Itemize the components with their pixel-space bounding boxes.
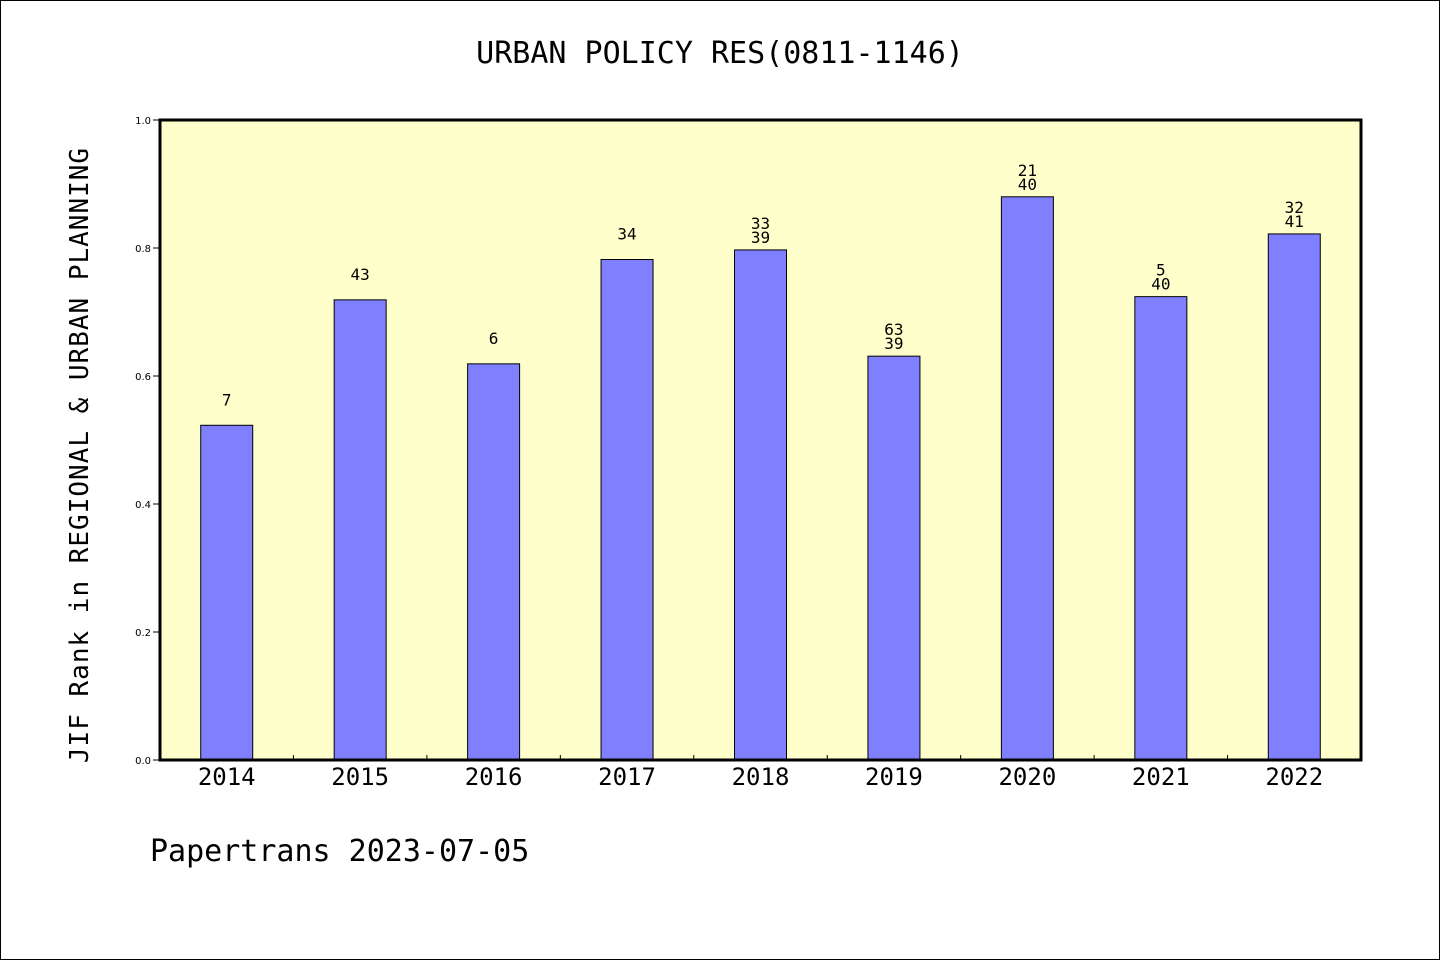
- data-label-2022-2: 41: [1285, 212, 1304, 231]
- x-tick-label-2020: 2020: [998, 763, 1056, 791]
- bar-2021: [1134, 296, 1188, 761]
- data-label-2020-2: 40: [1018, 175, 1037, 194]
- data-label-2018-2: 39: [751, 228, 770, 247]
- data-label-2021-2: 40: [1151, 275, 1170, 294]
- footer-text: Papertrans 2023-07-05: [150, 834, 530, 869]
- data-label-2017-1: 34: [617, 225, 636, 244]
- x-tick-label-2021: 2021: [1132, 763, 1190, 791]
- data-label-2016-1: 6: [489, 329, 499, 348]
- x-tick-label-2018: 2018: [732, 763, 790, 791]
- plot-border: [158, 118, 1363, 762]
- bar-2020: [1000, 196, 1054, 761]
- bar-2019: [867, 355, 921, 761]
- x-tick-label-2022: 2022: [1265, 763, 1323, 791]
- y-tick-label-0.0: 0.0: [135, 756, 151, 767]
- x-tick-label-2017: 2017: [598, 763, 656, 791]
- x-tick-label-2016: 2016: [465, 763, 523, 791]
- data-label-2019-1: 63: [884, 320, 903, 339]
- data-label-2021-1: 5: [1156, 261, 1166, 280]
- data-label-2014-1: 7: [222, 390, 232, 409]
- bar-2014: [200, 424, 254, 761]
- y-tick-label-0.8: 0.8: [135, 244, 151, 255]
- y-tick-label-0.4: 0.4: [135, 500, 151, 511]
- bar-2018: [734, 249, 787, 761]
- bar-2015: [333, 299, 387, 761]
- y-tick-label-0.2: 0.2: [135, 628, 151, 639]
- data-label-2019-2: 39: [884, 334, 903, 353]
- bar-2016: [467, 363, 521, 761]
- data-label-2018-1: 33: [751, 214, 770, 233]
- x-tick-label-2015: 2015: [331, 763, 389, 791]
- x-tick-label-2019: 2019: [865, 763, 923, 791]
- data-label-2022-1: 32: [1285, 198, 1304, 217]
- y-tick-label-0.6: 0.6: [135, 372, 151, 383]
- x-tick-label-2014: 2014: [198, 763, 256, 791]
- y-tick-label-1.0: 1.0: [135, 116, 151, 127]
- data-label-2020-1: 21: [1018, 161, 1037, 180]
- bar-2017: [600, 259, 654, 761]
- bar-2022: [1267, 233, 1321, 761]
- chart-title: URBAN POLICY RES(0811-1146): [476, 36, 964, 71]
- data-label-2015-1: 43: [351, 265, 370, 284]
